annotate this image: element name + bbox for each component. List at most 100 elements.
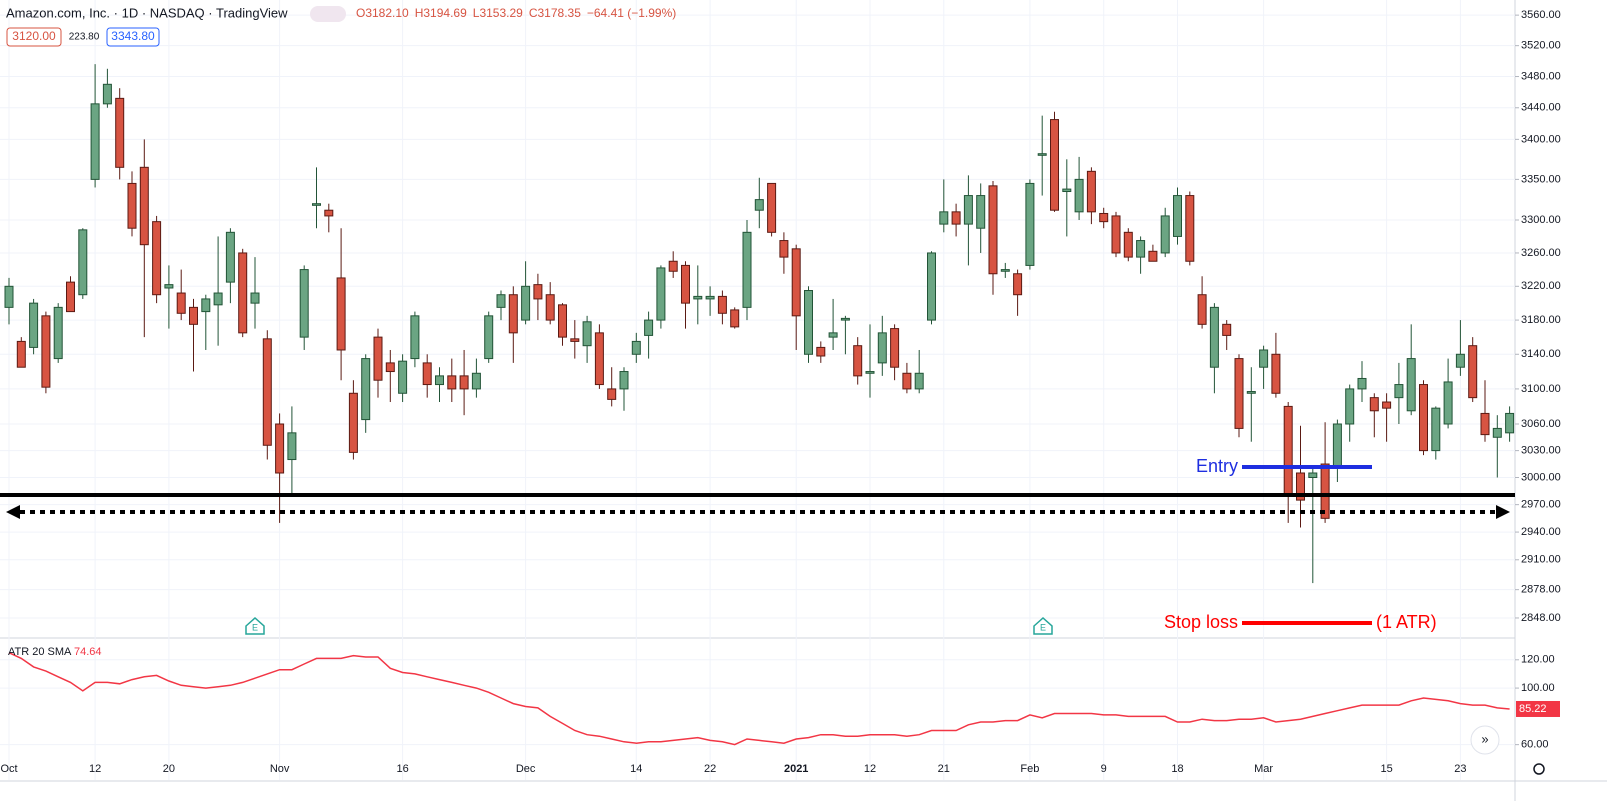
x-tick-label: 12: [89, 763, 101, 775]
candle-body: [1013, 273, 1023, 296]
candle-body: [939, 211, 949, 225]
candle-body: [1062, 188, 1072, 193]
ohlc-value: H3194.69: [415, 6, 467, 20]
candle-body: [373, 336, 383, 381]
candle-body: [238, 252, 248, 334]
candle-body: [521, 285, 531, 321]
candle-body: [1357, 377, 1367, 390]
arrow-left: [6, 505, 20, 519]
y-tick-label: 60.00: [1521, 739, 1549, 751]
candle-body: [127, 182, 137, 229]
candle-body: [1148, 250, 1158, 262]
settings-icon[interactable]: [1533, 763, 1545, 775]
candle-body: [668, 260, 678, 272]
candle-body: [730, 309, 740, 328]
candle-body: [767, 182, 777, 233]
earnings-icon[interactable]: E: [245, 616, 265, 635]
candle-body: [779, 240, 789, 258]
ohlc-value: −64.41 (−1.99%): [587, 6, 676, 20]
y-tick-label: 3220.00: [1521, 280, 1561, 292]
candle-body: [1111, 215, 1121, 254]
candle-body: [582, 321, 592, 347]
candle-body: [1234, 358, 1244, 429]
candle-body: [1283, 405, 1293, 497]
candle-body: [189, 306, 198, 325]
x-tick-label: 2021: [784, 763, 808, 775]
candle-body: [435, 375, 444, 386]
candle-body: [1308, 472, 1318, 478]
x-tick-label: Nov: [270, 763, 290, 775]
x-tick-label: Feb: [1020, 763, 1039, 775]
last-value-box: [1516, 700, 1560, 717]
candle-body: [1185, 195, 1195, 262]
atr-line: [8, 652, 1510, 746]
candle-body: [1382, 401, 1392, 409]
candle-body: [1197, 294, 1207, 325]
price-box: [106, 27, 160, 47]
candle-body: [1160, 215, 1170, 254]
candle-body: [66, 281, 75, 313]
y-tick-label: 2970.00: [1521, 499, 1561, 511]
x-tick-label: 21: [938, 763, 950, 775]
candle-body: [262, 338, 272, 446]
y-tick-label: 3480.00: [1521, 70, 1561, 82]
candle-body: [816, 346, 826, 357]
y-tick-label: 3000.00: [1521, 471, 1561, 483]
x-tick-label: 23: [1454, 763, 1466, 775]
candle-body: [115, 97, 125, 168]
indicator-toggle[interactable]: [310, 6, 346, 22]
candle-body: [225, 231, 235, 283]
candle-body: [705, 295, 715, 300]
candle-body: [336, 277, 346, 351]
y-tick-label: 2910.00: [1521, 554, 1561, 566]
candle-body: [1025, 182, 1035, 266]
y-tick-label: 3030.00: [1521, 445, 1561, 457]
candle-body: [1492, 427, 1502, 438]
x-tick-label: Dec: [516, 763, 536, 775]
x-tick-label: 15: [1380, 763, 1392, 775]
candle-body: [1455, 353, 1465, 368]
x-tick-label: 22: [704, 763, 716, 775]
candle-body: [1209, 306, 1219, 368]
x-tick-label: 9: [1101, 763, 1107, 775]
candle-body: [1246, 391, 1256, 394]
candle-body: [1222, 323, 1232, 336]
y-tick-label: 3060.00: [1521, 418, 1561, 430]
candle-body: [176, 292, 186, 314]
candle-body: [90, 103, 100, 180]
y-tick-label: 3260.00: [1521, 247, 1561, 259]
spread-text: 223.80: [69, 32, 100, 43]
x-tick-label: Mar: [1254, 763, 1273, 775]
arrow-right: [1496, 505, 1510, 519]
atr-title: ATR 20 SMA: [8, 646, 72, 658]
candle-body: [742, 231, 752, 308]
earnings-icon[interactable]: E: [1033, 616, 1053, 635]
candle-body: [1332, 423, 1342, 470]
scroll-button[interactable]: [1470, 725, 1500, 755]
price-box-text: 3120.00: [12, 29, 56, 43]
scroll-icon[interactable]: »: [1481, 731, 1488, 746]
candle-body: [976, 195, 986, 229]
stop-loss-label: Stop loss: [1164, 612, 1238, 632]
candle-body: [508, 294, 518, 334]
candle-body: [29, 302, 39, 348]
y-tick-label: 3440.00: [1521, 102, 1561, 114]
y-tick-label: 2940.00: [1521, 526, 1561, 538]
candle-body: [644, 319, 654, 336]
candle-body: [1296, 472, 1305, 501]
y-tick-label: 100.00: [1521, 682, 1555, 694]
y-tick-label: 3140.00: [1521, 348, 1561, 360]
candle-body: [1099, 212, 1109, 223]
price-box: [6, 27, 62, 47]
candle-body: [250, 292, 260, 304]
chart-title: Amazon.com, Inc. · 1D · NASDAQ · Trading…: [6, 5, 288, 20]
candle-body: [459, 375, 469, 390]
candle-body: [1074, 178, 1084, 213]
candle-body: [1050, 119, 1059, 211]
candle-body: [4, 285, 14, 308]
candle-body: [693, 295, 703, 300]
candle-body: [1000, 269, 1010, 272]
ohlc-value: C3178.35: [529, 6, 581, 20]
